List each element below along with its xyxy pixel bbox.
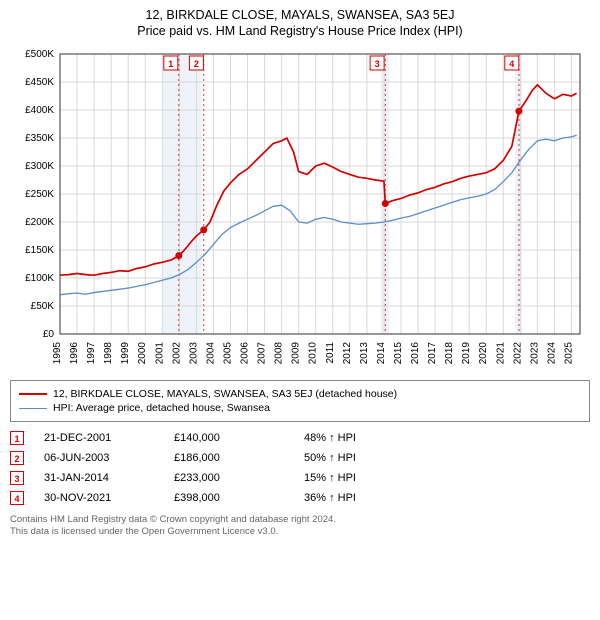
svg-text:1995: 1995 [52,342,63,365]
sale-hpi-delta: 50% ↑ HPI [304,452,590,464]
price-chart: £0 £50K £100K £150K £200K £250K £300K £350K £400… [10,44,590,374]
svg-text:1997: 1997 [86,342,97,365]
svg-text:2003: 2003 [188,342,199,365]
svg-text:2002: 2002 [171,342,182,365]
svg-text:£50K: £50K [31,301,55,312]
svg-text:1996: 1996 [69,342,80,365]
svg-text:2020: 2020 [478,342,489,365]
svg-text:2004: 2004 [205,342,216,365]
sale-price: £233,000 [174,472,304,484]
svg-text:£450K: £450K [25,77,54,88]
svg-text:£400K: £400K [25,105,54,116]
svg-text:£300K: £300K [25,161,54,172]
svg-text:2008: 2008 [274,342,285,365]
svg-text:4: 4 [509,59,514,69]
svg-text:2019: 2019 [461,342,472,365]
svg-text:2023: 2023 [529,342,540,365]
footer-licence: This data is licensed under the Open Gov… [10,526,590,538]
sale-date: 21-DEC-2001 [44,432,174,444]
svg-text:2001: 2001 [154,342,165,365]
svg-text:2009: 2009 [291,342,302,365]
sale-marker-icon: 1 [10,431,24,445]
svg-text:2022: 2022 [512,342,523,365]
svg-text:2012: 2012 [342,342,353,365]
svg-text:£250K: £250K [25,189,54,200]
sale-date: 31-JAN-2014 [44,472,174,484]
sales-row: 1 21-DEC-2001£140,00048% ↑ HPI [10,428,590,448]
sales-row: 4 30-NOV-2021£398,00036% ↑ HPI [10,488,590,508]
sale-date: 30-NOV-2021 [44,492,174,504]
svg-text:£200K: £200K [25,217,54,228]
sales-table: 1 21-DEC-2001£140,00048% ↑ HPI 2 06-JUN-200… [10,428,590,508]
svg-text:2006: 2006 [240,342,251,365]
sale-date: 06-JUN-2003 [44,452,174,464]
sale-price: £398,000 [174,492,304,504]
svg-text:1999: 1999 [120,342,131,365]
svg-text:1998: 1998 [103,342,114,365]
svg-text:2011: 2011 [325,342,336,364]
chart-title-address: 12, BIRKDALE CLOSE, MAYALS, SWANSEA, SA3… [10,8,590,22]
svg-text:£500K: £500K [25,49,54,60]
svg-text:2010: 2010 [308,342,319,365]
svg-text:3: 3 [375,59,380,69]
footer-copyright: Contains HM Land Registry data © Crown c… [10,514,590,526]
chart-title-subtitle: Price paid vs. HM Land Registry's House … [10,24,590,38]
sale-hpi-delta: 48% ↑ HPI [304,432,590,444]
svg-text:2014: 2014 [376,342,387,365]
svg-text:£350K: £350K [25,133,54,144]
legend-item-hpi: HPI: Average price, detached house, Swan… [19,401,581,415]
legend-swatch-property [19,393,47,395]
svg-text:2021: 2021 [495,342,506,365]
svg-text:2: 2 [194,59,199,69]
sale-hpi-delta: 15% ↑ HPI [304,472,590,484]
svg-text:2013: 2013 [359,342,370,365]
svg-text:2005: 2005 [222,342,233,365]
svg-text:1: 1 [168,59,173,69]
sale-price: £140,000 [174,432,304,444]
legend-swatch-hpi [19,408,47,409]
sales-row: 3 31-JAN-2014£233,00015% ↑ HPI [10,468,590,488]
sale-marker-icon: 4 [10,491,24,505]
svg-text:2018: 2018 [444,342,455,365]
svg-text:£100K: £100K [25,273,54,284]
svg-text:2016: 2016 [410,342,421,365]
svg-text:£0: £0 [43,329,55,340]
sale-marker-icon: 3 [10,471,24,485]
svg-text:£150K: £150K [25,245,54,256]
legend-label-property: 12, BIRKDALE CLOSE, MAYALS, SWANSEA, SA3… [53,388,397,400]
legend-label-hpi: HPI: Average price, detached house, Swan… [53,402,270,414]
svg-text:2000: 2000 [137,342,148,365]
legend-item-property: 12, BIRKDALE CLOSE, MAYALS, SWANSEA, SA3… [19,387,581,401]
svg-text:2024: 2024 [546,342,557,365]
sale-price: £186,000 [174,452,304,464]
svg-text:2007: 2007 [257,342,268,365]
svg-text:2015: 2015 [393,342,404,365]
svg-text:2017: 2017 [427,342,438,365]
svg-text:2025: 2025 [563,342,574,365]
sale-marker-icon: 2 [10,451,24,465]
sales-row: 2 06-JUN-2003£186,00050% ↑ HPI [10,448,590,468]
chart-footer: Contains HM Land Registry data © Crown c… [10,514,590,539]
chart-legend: 12, BIRKDALE CLOSE, MAYALS, SWANSEA, SA3… [10,380,590,422]
sale-hpi-delta: 36% ↑ HPI [304,492,590,504]
